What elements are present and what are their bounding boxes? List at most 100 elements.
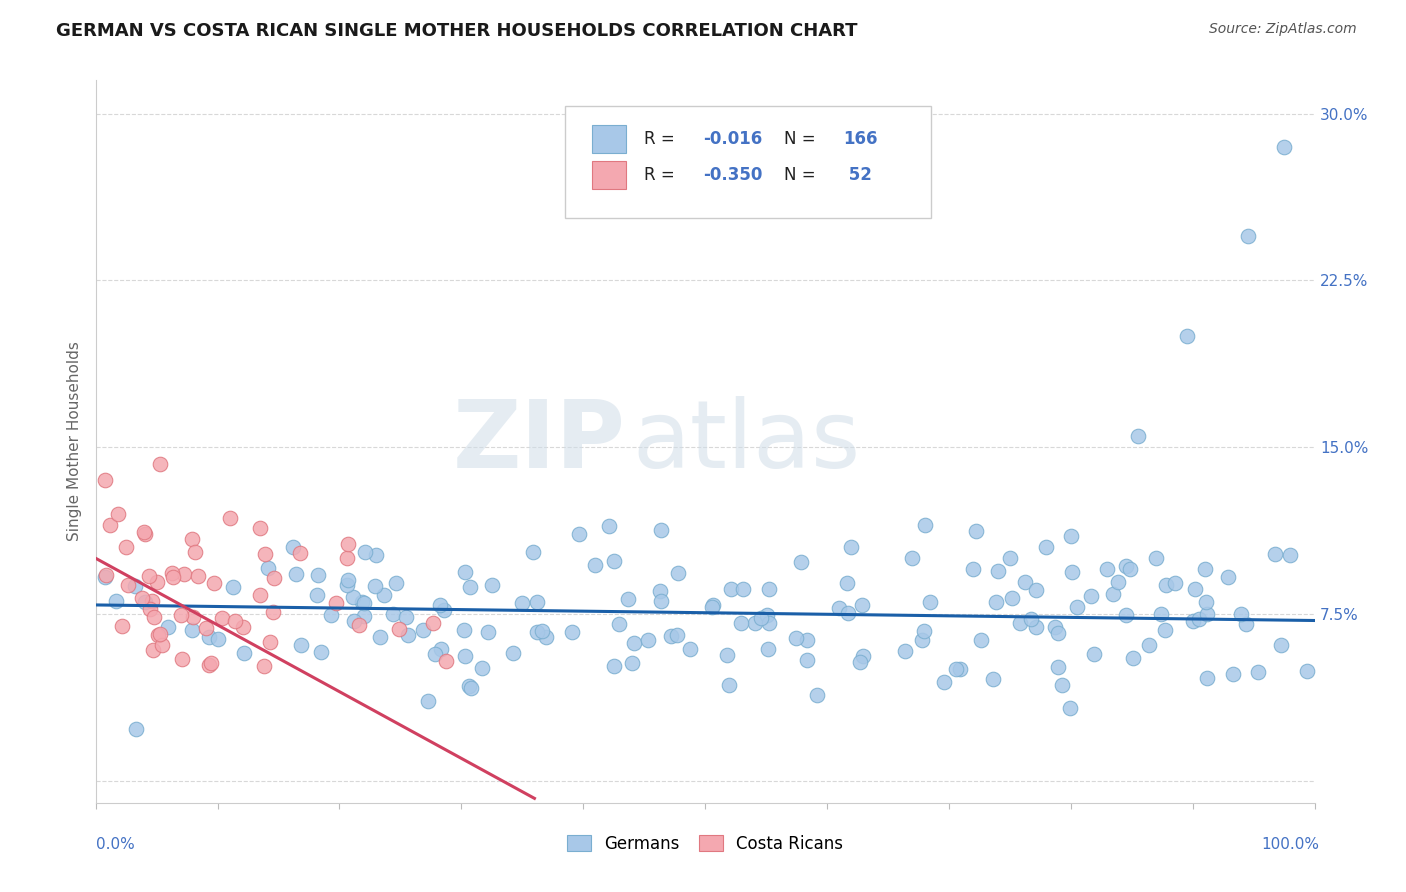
Point xyxy=(945,662,967,676)
Point xyxy=(249,588,271,602)
Point xyxy=(1164,576,1187,591)
Point xyxy=(1150,607,1173,621)
Point xyxy=(1137,638,1160,652)
Point xyxy=(150,638,173,652)
Point xyxy=(603,659,626,673)
Point xyxy=(789,555,811,569)
FancyBboxPatch shape xyxy=(592,125,626,153)
Point xyxy=(666,566,689,581)
Point xyxy=(134,595,156,609)
Point xyxy=(987,564,1010,578)
Point xyxy=(512,596,534,610)
Point xyxy=(105,594,128,608)
Point xyxy=(1107,574,1129,589)
Point xyxy=(132,525,155,540)
Point xyxy=(1046,659,1069,673)
Text: R =: R = xyxy=(644,130,681,148)
Point xyxy=(1052,678,1074,692)
Point xyxy=(281,541,304,555)
Point xyxy=(232,646,254,660)
Point xyxy=(1194,562,1216,576)
Point xyxy=(756,642,779,657)
Point xyxy=(637,633,659,648)
Point xyxy=(1035,540,1057,554)
Point xyxy=(1014,575,1036,590)
Text: -0.350: -0.350 xyxy=(703,166,762,184)
Point xyxy=(181,610,204,624)
Point xyxy=(157,620,180,634)
Point xyxy=(1175,329,1198,343)
Point xyxy=(149,627,172,641)
Point xyxy=(598,519,620,533)
Point xyxy=(1080,590,1102,604)
Point xyxy=(433,603,456,617)
Point xyxy=(342,614,364,628)
Point xyxy=(1115,558,1137,573)
Point xyxy=(583,558,606,572)
Point xyxy=(342,590,364,604)
Point xyxy=(257,561,280,575)
Point xyxy=(679,642,702,657)
Point xyxy=(138,602,160,616)
Point xyxy=(307,588,329,602)
Point xyxy=(841,540,863,554)
Point xyxy=(1083,648,1105,662)
Point xyxy=(806,689,828,703)
Point xyxy=(395,610,418,624)
FancyBboxPatch shape xyxy=(592,161,626,189)
Point xyxy=(914,517,936,532)
Point xyxy=(200,656,222,670)
Point xyxy=(364,548,387,562)
Point xyxy=(1234,617,1257,632)
Point xyxy=(363,579,385,593)
Point xyxy=(142,643,165,657)
Point xyxy=(983,672,1005,686)
Point xyxy=(828,600,851,615)
Point xyxy=(184,544,207,558)
Point xyxy=(1060,529,1083,543)
Point xyxy=(716,648,738,662)
Point xyxy=(94,568,117,582)
Point xyxy=(965,524,987,539)
Point xyxy=(429,599,451,613)
Point xyxy=(1154,577,1177,591)
Point xyxy=(702,599,724,613)
Point xyxy=(731,582,754,597)
Point xyxy=(125,722,148,736)
Point xyxy=(1126,429,1149,443)
Point xyxy=(1025,583,1047,598)
Point xyxy=(849,655,872,669)
Point xyxy=(181,533,204,547)
Point xyxy=(984,595,1007,609)
Point xyxy=(477,625,499,640)
Point xyxy=(1097,562,1119,576)
Text: 100.0%: 100.0% xyxy=(1261,838,1319,852)
Point xyxy=(412,623,434,637)
Text: 52: 52 xyxy=(842,166,872,184)
Point xyxy=(290,638,312,652)
Text: ZIP: ZIP xyxy=(453,395,626,488)
Point xyxy=(1230,607,1253,622)
Point xyxy=(1195,607,1218,621)
Point xyxy=(911,633,934,648)
Point xyxy=(962,562,984,576)
Point xyxy=(115,540,138,554)
Point xyxy=(422,616,444,631)
Point xyxy=(526,625,548,640)
Point xyxy=(934,674,956,689)
Point xyxy=(198,657,221,672)
Point xyxy=(253,659,276,673)
Text: R =: R = xyxy=(644,166,681,184)
Point xyxy=(457,679,479,693)
Point xyxy=(1144,551,1167,566)
Point xyxy=(526,594,548,608)
Point xyxy=(522,545,544,559)
Point xyxy=(170,608,193,623)
Point xyxy=(253,547,276,561)
Point xyxy=(98,517,121,532)
Point xyxy=(141,593,163,607)
Point xyxy=(232,620,254,634)
Point xyxy=(1102,586,1125,600)
FancyBboxPatch shape xyxy=(565,105,931,218)
Point xyxy=(373,589,395,603)
